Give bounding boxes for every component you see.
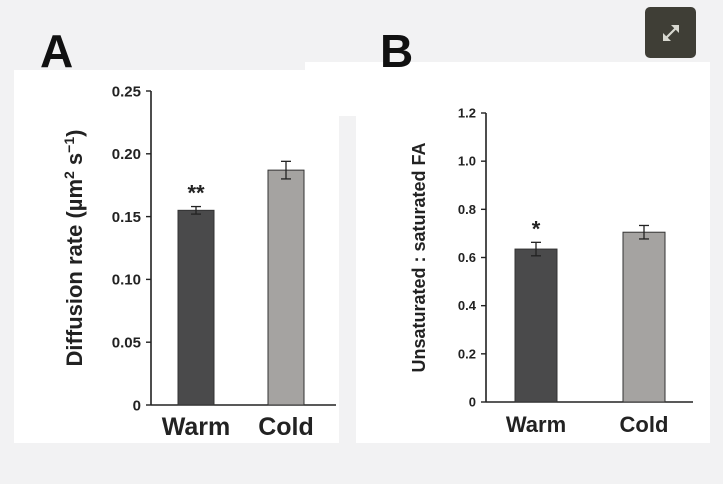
y-tick-label: 0 <box>469 395 476 410</box>
y-axis-label: Diffusion rate (µm2 s−1) <box>61 130 87 367</box>
chart-a: 0 0.05 0.10 0.15 0.20 0.25 ** Warm Cold Diffusion… <box>61 83 336 441</box>
y-tick-label: 1.0 <box>458 154 476 169</box>
y-tick-label: 0.10 <box>112 272 141 289</box>
y-tick-label: 0.2 <box>458 346 476 361</box>
y-tick-label: 0 <box>133 397 141 414</box>
panel-a-letter: A <box>40 25 74 77</box>
x-category-label: Warm <box>506 412 566 437</box>
bar-warm <box>514 248 558 403</box>
y-axis-label-superscript: −1 <box>61 137 77 153</box>
x-category-label: Warm <box>162 413 231 441</box>
x-category-label: Cold <box>258 413 314 441</box>
y-axis-label: Unsaturated : saturated FA <box>409 142 429 372</box>
y-tick-label: 0.25 <box>112 83 141 100</box>
y-tick-label: 0.6 <box>458 250 476 265</box>
expand-button[interactable] <box>645 7 696 58</box>
x-category-label: Cold <box>620 412 669 437</box>
y-axis-label-part: s <box>62 153 87 171</box>
y-tick-label: 1.2 <box>458 106 476 121</box>
y-tick-label: 0.05 <box>112 334 141 351</box>
expand-arrows-icon <box>662 24 679 41</box>
y-tick-label: 0.8 <box>458 202 476 217</box>
panel-gap-background <box>305 62 357 116</box>
bar-warm <box>177 209 215 406</box>
y-tick-label: 0.15 <box>112 209 141 226</box>
y-tick-label: 0.4 <box>458 298 477 313</box>
panel-b-letter: B <box>380 25 414 77</box>
y-tick-label: 0.20 <box>112 146 141 163</box>
significance-mark: ** <box>187 181 205 206</box>
bar-cold <box>622 231 666 403</box>
chart-b: 0 0.2 0.4 0.6 0.8 1.0 1.2 * Warm Cold Unsaturated … <box>409 106 693 437</box>
y-axis-label-part: ) <box>62 130 87 137</box>
significance-mark: * <box>532 216 541 241</box>
y-axis-label-superscript: 2 <box>61 171 77 179</box>
bar-cold <box>267 169 305 406</box>
y-axis-label-part: Diffusion rate (µm <box>62 179 87 366</box>
